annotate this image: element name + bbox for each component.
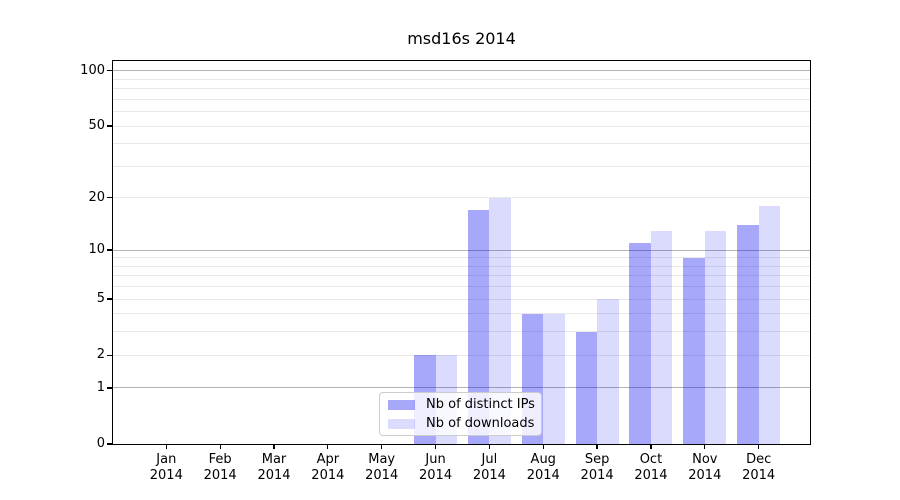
gridline-minor-90 [113, 78, 810, 80]
y-tick-0 [107, 443, 113, 445]
gridline-minor-40 [113, 143, 810, 145]
x-tick-label-jul: Jul 2014 [472, 452, 506, 483]
legend: Nb of distinct IPs Nb of downloads [379, 392, 542, 436]
y-tick-label-1: 1 [96, 379, 105, 395]
x-tick-aug [542, 445, 544, 449]
bar-downloads-oct [650, 230, 673, 444]
bar-downloads-nov [704, 230, 727, 444]
gridline-minor-50 [113, 125, 810, 127]
x-tick-label-oct: Oct 2014 [634, 452, 668, 483]
x-tick-label-nov: Nov 2014 [688, 452, 722, 483]
x-tick-label-dec: Dec 2014 [742, 452, 776, 483]
y-tick-label-5: 5 [96, 291, 105, 307]
bar-downloads-aug [543, 313, 565, 444]
y-tick-label-50: 50 [88, 118, 105, 134]
x-tick-label-may: May 2014 [365, 452, 399, 483]
gridline-minor-70 [113, 98, 810, 100]
legend-entry-downloads: Nb of downloads [388, 417, 541, 430]
y-tick-label-2: 2 [96, 347, 105, 363]
x-tick-jul [488, 445, 491, 449]
gridline-minor-7 [113, 275, 810, 277]
x-tick-oct [650, 445, 652, 449]
legend-entry-distinct-ips: Nb of distinct IPs [388, 398, 541, 411]
y-tick-label-0: 0 [96, 436, 105, 451]
x-tick-jan [165, 445, 167, 449]
y-tick-label-100: 100 [80, 62, 105, 78]
legend-swatch-downloads [388, 418, 415, 429]
x-tick-label-feb: Feb 2014 [203, 452, 237, 483]
gridline-major-10 [113, 249, 810, 251]
gridline-minor-5 [113, 298, 810, 300]
gridline-minor-2 [113, 354, 810, 356]
y-tick-label-20: 20 [88, 189, 105, 205]
bar-downloads-jul [489, 197, 511, 444]
y-tick-2 [107, 354, 113, 356]
legend-label-downloads: Nb of downloads [426, 416, 535, 431]
x-tick-sep [596, 445, 598, 449]
x-tick-label-jan: Jan 2014 [149, 452, 183, 483]
chart-title: msd16s 2014 [407, 29, 516, 48]
y-tick-20 [107, 197, 113, 199]
x-tick-may [381, 445, 383, 449]
gridline-minor-20 [113, 197, 810, 199]
x-tick-apr [327, 445, 329, 449]
y-tick-label-10: 10 [88, 242, 105, 258]
x-tick-nov [704, 445, 706, 449]
gridline-minor-30 [113, 165, 810, 167]
gridline-minor-6 [113, 286, 810, 288]
bar-ips-nov [683, 257, 705, 444]
x-tick-label-mar: Mar 2014 [257, 452, 291, 483]
gridline-minor-9 [113, 257, 810, 259]
y-tick-10 [107, 249, 113, 251]
legend-label-distinct-ips: Nb of distinct IPs [426, 397, 535, 412]
y-tick-1 [107, 387, 113, 389]
bar-ips-jul [467, 210, 490, 444]
x-tick-jun [434, 445, 437, 449]
x-tick-mar [273, 445, 275, 449]
gridline-minor-60 [113, 111, 810, 113]
x-tick-label-sep: Sep 2014 [580, 452, 614, 483]
y-tick-100 [107, 70, 113, 72]
bar-ips-dec [737, 225, 759, 444]
x-tick-feb [219, 445, 221, 449]
y-tick-50 [107, 125, 113, 127]
gridline-minor-3 [113, 331, 810, 333]
x-tick-dec [758, 445, 760, 449]
bar-downloads-dec [758, 205, 781, 444]
x-tick-label-apr: Apr 2014 [311, 452, 345, 483]
x-tick-label-jun: Jun 2014 [419, 452, 453, 483]
gridline-minor-80 [113, 88, 810, 90]
gridline-minor-4 [113, 313, 810, 315]
gridline-major-1 [113, 387, 810, 389]
gridline-major-100 [113, 70, 810, 72]
legend-swatch-distinct-ips [388, 399, 415, 410]
bar-ips-oct [629, 243, 651, 444]
bar-ips-sep [575, 331, 598, 444]
bar-downloads-sep [597, 299, 619, 444]
x-tick-label-aug: Aug 2014 [526, 452, 560, 483]
y-tick-5 [107, 298, 113, 300]
gridline-minor-8 [113, 265, 810, 267]
